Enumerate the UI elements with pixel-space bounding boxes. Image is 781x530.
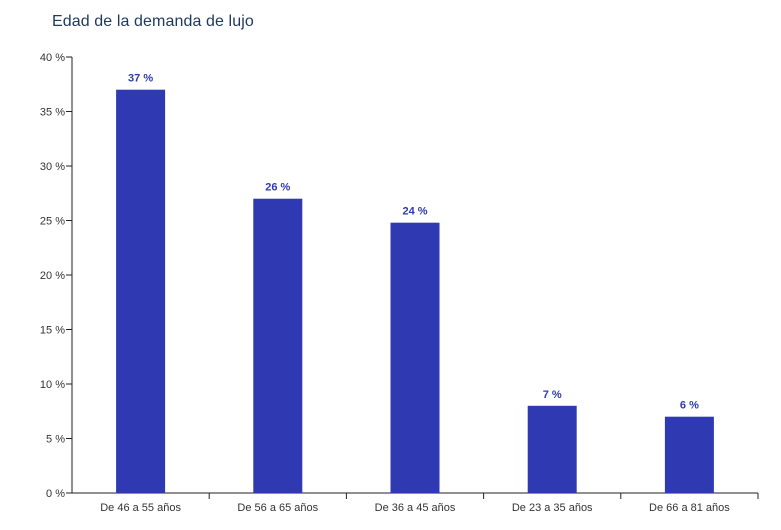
y-tick-label: 25 % (40, 216, 65, 228)
bar (390, 222, 440, 493)
x-category-label: De 36 a 45 años (375, 502, 456, 514)
y-tick-label: 0 % (46, 488, 65, 500)
y-tick-label: 40 % (40, 52, 65, 64)
data-label: 26 % (265, 182, 290, 194)
x-category-label: De 56 a 65 años (237, 502, 318, 514)
chart-title: Edad de la demanda de lujo (52, 13, 254, 30)
x-axis: De 46 a 55 años De 56 a 65 años De 36 a 45… (72, 492, 759, 514)
y-tick-label: 15 % (40, 325, 65, 337)
y-tick-label: 35 % (40, 107, 65, 119)
x-category-label: De 66 a 81 años (649, 502, 730, 514)
data-label: 24 % (402, 206, 427, 218)
data-label: 6 % (680, 400, 699, 412)
x-category-label: De 23 a 35 años (512, 502, 593, 514)
y-tick-label: 5 % (46, 434, 65, 446)
y-axis: 0 % 5 % 10 % 15 % 20 % 25 % 30 % 35 % 40 % (40, 52, 73, 500)
bar (664, 416, 714, 493)
bar (253, 198, 303, 493)
data-label: 7 % (543, 389, 562, 401)
x-category-label: De 46 a 55 años (100, 502, 181, 514)
bars (116, 89, 714, 493)
bar (116, 89, 166, 493)
y-tick-label: 30 % (40, 161, 65, 173)
data-labels: 37 % 26 % 24 % 7 % 6 % (128, 73, 699, 412)
data-label: 37 % (128, 73, 153, 85)
y-tick-label: 10 % (40, 379, 65, 391)
y-tick-label: 20 % (40, 270, 65, 282)
bar (527, 405, 577, 493)
